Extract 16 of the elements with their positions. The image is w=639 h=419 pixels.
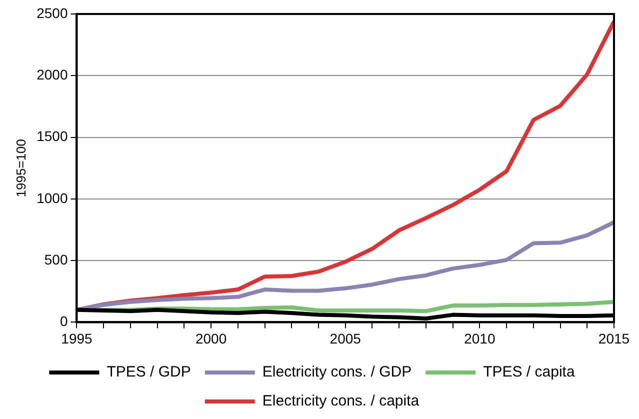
x-tick-label: 2000 xyxy=(195,330,227,346)
legend-label: Electricity cons. / capita xyxy=(262,392,420,410)
x-tick-label: 2005 xyxy=(330,330,362,346)
x-tick-label: 1995 xyxy=(61,330,93,346)
y-axis-title: 1995=100 xyxy=(13,139,28,198)
x-tick-label: 2010 xyxy=(464,330,496,346)
y-tick-label: 1500 xyxy=(36,128,68,144)
x-tick-label: 2015 xyxy=(598,330,630,346)
y-tick-label: 0 xyxy=(60,313,68,330)
legend-label: TPES / capita xyxy=(483,364,576,381)
y-tick-label: 1000 xyxy=(36,190,68,206)
y-tick-label: 500 xyxy=(44,251,68,268)
legend-label: Electricity cons. / GDP xyxy=(262,364,412,381)
y-tick-label: 2000 xyxy=(36,66,68,82)
y-tick-label: 2500 xyxy=(36,4,68,21)
legend-label: TPES / GDP xyxy=(106,364,191,381)
